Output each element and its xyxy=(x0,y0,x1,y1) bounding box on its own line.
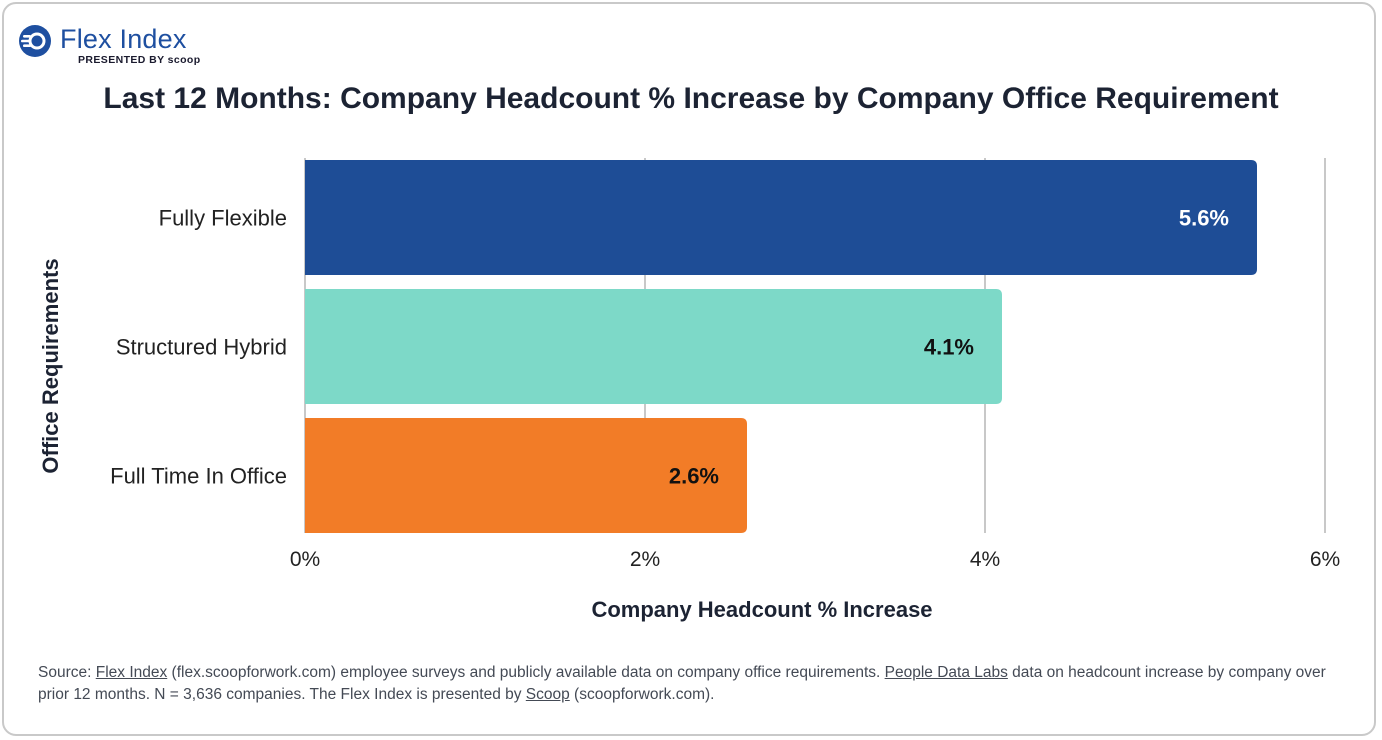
scoop-link[interactable]: Scoop xyxy=(525,686,570,703)
flex-index-logo: Flex Index PRESENTED BY scoop xyxy=(18,22,218,72)
source-text-2: data on headcount increase by company ov… xyxy=(38,664,1326,703)
flex-index-logo-icon xyxy=(19,25,51,57)
x-axis-title: Company Headcount % Increase xyxy=(591,597,932,622)
chart-title: Last 12 Months: Company Headcount % Incr… xyxy=(103,82,1279,115)
x-tick-label: 0% xyxy=(290,548,320,571)
source-text-3: (scoopforwork.com). xyxy=(569,686,715,703)
bar xyxy=(305,289,1002,404)
source-text-1: (flex.scoopforwork.com) employee surveys… xyxy=(167,664,885,681)
logo-name: Flex Index xyxy=(60,24,187,54)
bar xyxy=(305,418,747,533)
y-category-label: Structured Hybrid xyxy=(116,335,287,360)
logo-subtitle: PRESENTED BY scoop xyxy=(78,54,201,66)
x-tick-label: 2% xyxy=(630,548,660,571)
bar-value-label: 4.1% xyxy=(924,335,974,360)
bar-chart: 0% 2% 4% 6% 5.6% Fully Flexible 4.1% Structured… xyxy=(38,158,1340,622)
x-tick-label: 6% xyxy=(1310,548,1340,571)
flex-index-link[interactable]: Flex Index xyxy=(95,664,168,681)
x-tick-label: 4% xyxy=(970,548,1000,571)
source-prefix: Source: xyxy=(38,664,96,681)
source-note: Source: Flex Index (flex.scoopforwork.co… xyxy=(38,662,1358,706)
y-category-label: Fully Flexible xyxy=(159,206,287,231)
bar-value-label: 2.6% xyxy=(669,464,719,489)
bar xyxy=(305,160,1257,275)
y-category-label: Full Time In Office xyxy=(110,464,287,489)
people-data-labs-link[interactable]: People Data Labs xyxy=(884,664,1008,681)
bar-value-label: 5.6% xyxy=(1179,206,1229,231)
y-axis-title: Office Requirements xyxy=(38,258,63,473)
